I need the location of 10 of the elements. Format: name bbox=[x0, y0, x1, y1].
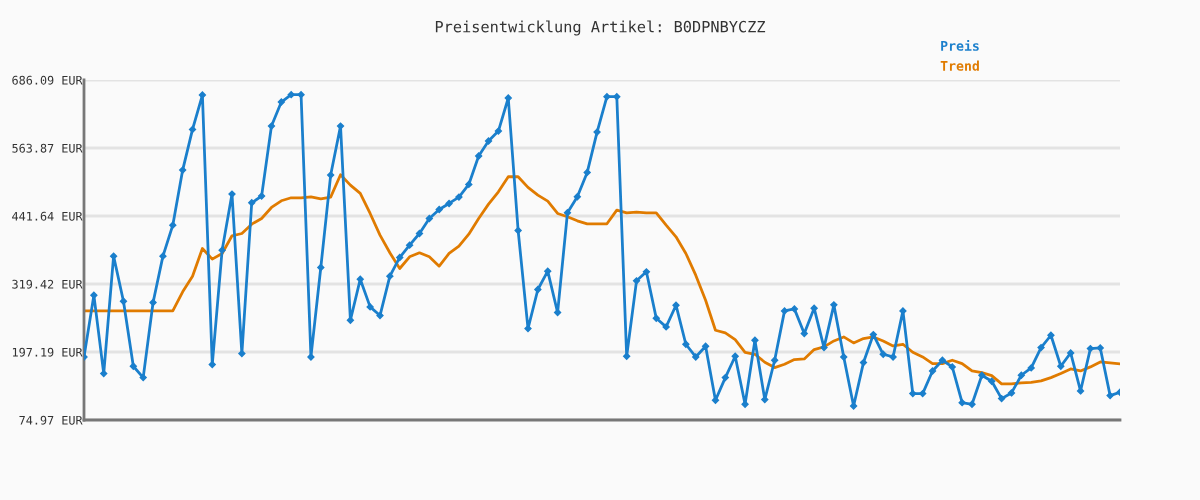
y-tick-label: 686.09 EUR bbox=[12, 75, 83, 85]
y-tick-label: 74.97 EUR bbox=[19, 415, 83, 425]
line-series bbox=[84, 173, 1120, 386]
y-tick-label: 441.64 EUR bbox=[12, 211, 83, 221]
text: Trend bbox=[940, 60, 979, 71]
chart-title: Preisentwicklung Artikel: B0DPNBYCZZ bbox=[435, 20, 766, 36]
y-tick-label: 319.42 EUR bbox=[12, 279, 83, 289]
text: Preis bbox=[941, 39, 979, 51]
y-tick-label: 197.19 EUR bbox=[12, 347, 83, 357]
y-tick-label: 563.87 EUR bbox=[12, 143, 83, 153]
